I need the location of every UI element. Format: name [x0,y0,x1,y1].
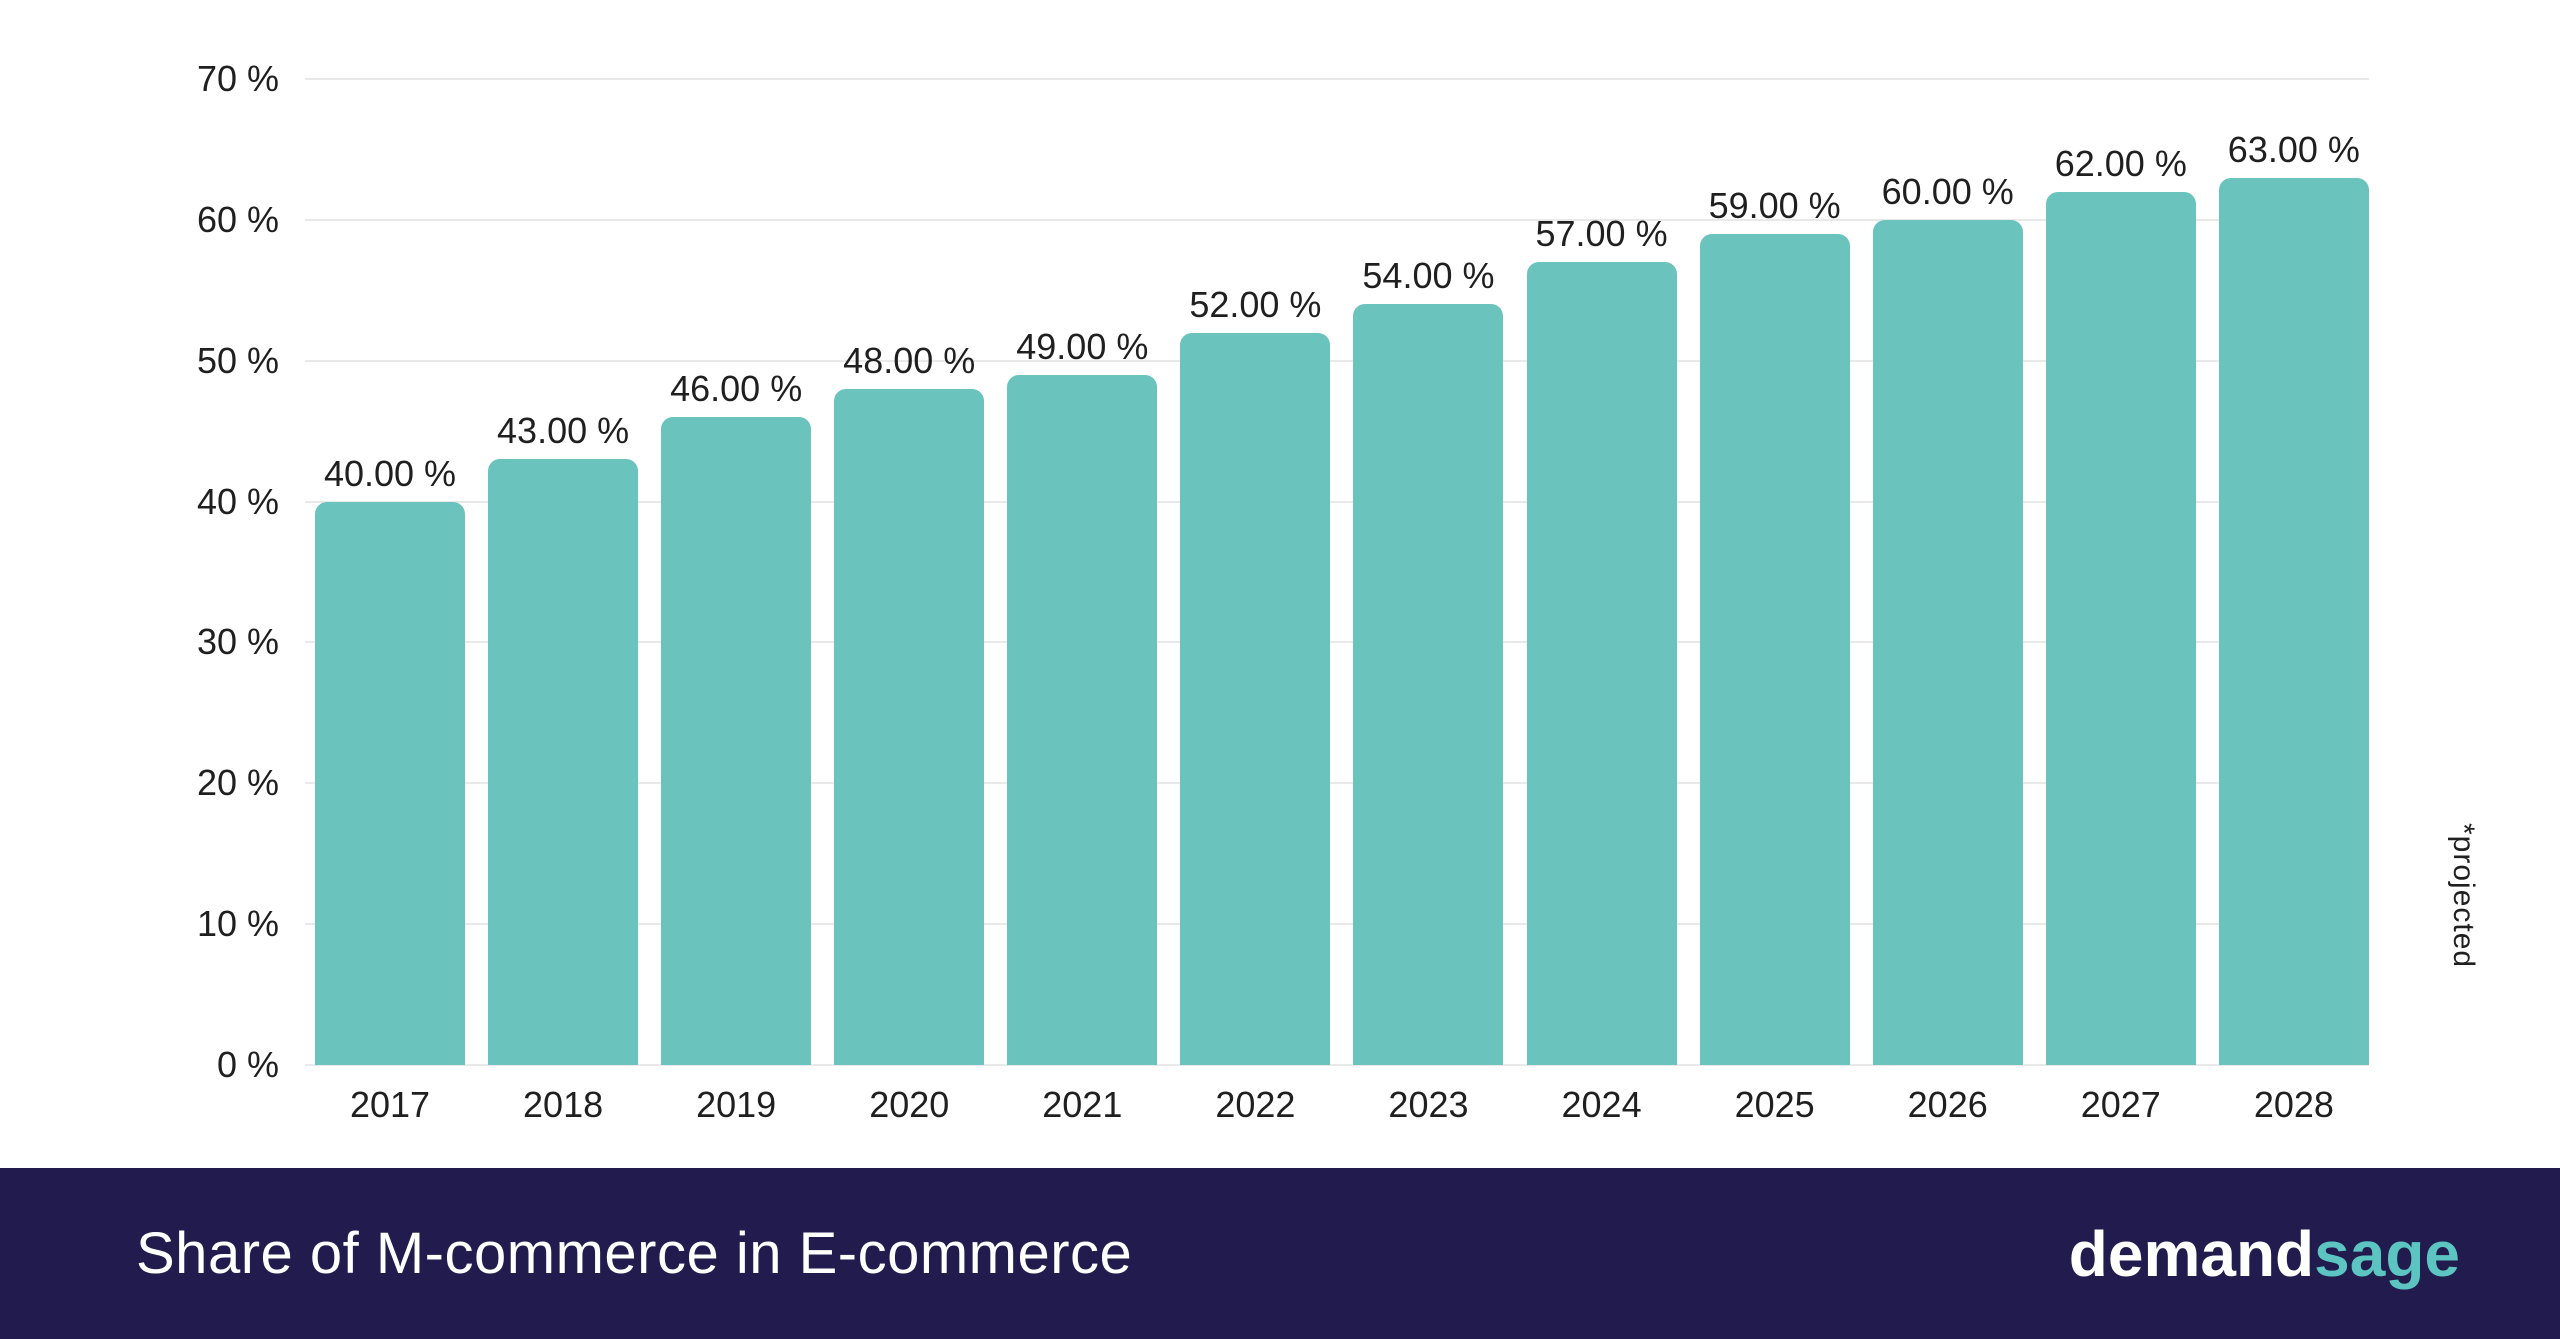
bar-value-label-2019: 46.00 % [670,368,803,410]
demandsage-logo: demandsage [2069,1222,2460,1286]
projected-annotation: *projected [2447,822,2480,968]
chart-title: Share of M-commerce in E-commerce [136,1221,1133,1286]
bar-2018: 43.00 % 2018 [488,413,639,1123]
y-axis: 0 % 10 % 20 % 30 % 40 % 50 % 60 % 70 % [119,61,279,1083]
bar-2017: 40.00 % 2017 [315,455,465,1123]
gridline-20 [305,782,2369,785]
logo-text-sage: sage [2314,1217,2460,1290]
bar-value-label-2021: 49.00 % [1016,325,1149,367]
bar-value-label-2022: 52.00 % [1189,283,1322,325]
y-tick-label-0: 0 % [216,1044,279,1085]
gridline-40 [305,500,2369,503]
x-tick-label-2017: 2017 [349,1084,431,1125]
bar-2023: 54.00 % 2023 [1353,258,1504,1123]
bar-value-label-2017: 40.00 % [323,452,457,494]
gridline-70 [305,78,2369,80]
y-tick-label-20: 20 % [196,762,279,804]
bar-2024: 57.00 % 2024 [1526,216,1677,1123]
bar-value-label-2023: 54.00 % [1362,255,1495,297]
bar-value-label-2027: 62.00 % [2054,142,2187,184]
bars-container: 40.00 % 2017 43.00 % 2018 46.00 % 2019 48.00 %… [305,79,2369,1123]
bar-2026: 60.00 % 2026 [1872,173,2023,1123]
bar-2022: 52.00 % 2022 [1180,286,1331,1123]
x-tick-label-2019: 2019 [696,1084,777,1125]
x-tick-label-2021: 2021 [1042,1084,1123,1125]
plot-area: 0 % 10 % 20 % 30 % 40 % 50 % 60 % 70 % 40.00 % 2… [197,61,2369,1123]
x-tick-label-2026: 2026 [1907,1084,1988,1125]
x-tick-label-2020: 2020 [869,1084,950,1125]
bar-chart: 0 % 10 % 20 % 30 % 40 % 50 % 60 % 70 % 40.00 % 2… [196,60,2480,1123]
y-tick-label-10: 10 % [196,903,279,945]
bar-value-label-2018: 43.00 % [497,410,630,452]
bar-value-label-2028: 63.00 % [2227,128,2360,170]
y-tick-label-30: 30 % [196,621,279,663]
bar-2025: 59.00 % 2025 [1699,187,1850,1123]
gridline-30 [305,641,2369,644]
y-tick-label-70: 70 % [196,58,279,99]
gridline-10 [305,923,2369,926]
bar-value-label-2025: 59.00 % [1708,184,1841,226]
bar-2021: 49.00 % 2021 [1007,328,1158,1123]
bar-2019: 46.00 % 2019 [661,371,812,1123]
x-tick-label-2022: 2022 [1215,1084,1296,1125]
x-tick-label-2025: 2025 [1734,1084,1815,1125]
logo-text-demand: demand [2068,1217,2315,1290]
bar-value-label-2026: 60.00 % [1881,170,2014,212]
x-tick-label-2028: 2028 [2253,1084,2334,1125]
y-tick-label-60: 60 % [196,198,279,240]
gridline-0 [305,1064,2369,1066]
y-tick-label-40: 40 % [196,480,279,522]
bar-value-label-2020: 48.00 % [843,339,976,381]
footer-banner: Share of M-commerce in E-commerce demand… [0,1168,2560,1339]
bar-2020: 48.00 % 2020 [834,342,985,1123]
x-tick-label-2024: 2024 [1561,1084,1642,1125]
bar-2028: 63.00 % 2028 [2218,131,2369,1123]
bar-2027: 62.00 % 2027 [2045,145,2196,1123]
y-tick-label-50: 50 % [196,339,279,381]
x-tick-label-2018: 2018 [523,1084,604,1125]
x-tick-label-2027: 2027 [2080,1084,2161,1125]
gridline-50 [305,359,2369,362]
bar-value-label-2024: 57.00 % [1535,213,1668,255]
gridline-60 [305,218,2369,221]
x-tick-label-2023: 2023 [1388,1084,1469,1125]
